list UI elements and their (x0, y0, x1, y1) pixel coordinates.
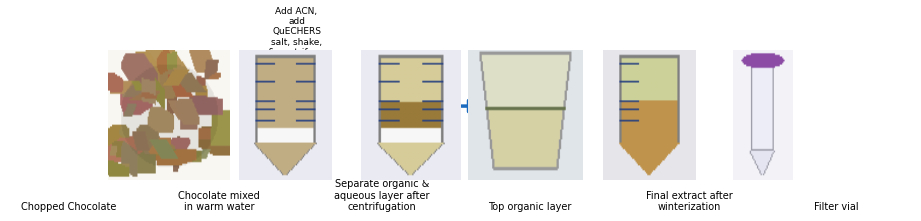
Text: Chocolate mixed
in warm water: Chocolate mixed in warm water (179, 191, 260, 212)
Text: Filter vial: Filter vial (814, 202, 858, 212)
Text: Top organic layer: Top organic layer (488, 202, 571, 212)
Text: Chopped Chocolate: Chopped Chocolate (21, 202, 117, 212)
Text: Final extract after
winterization: Final extract after winterization (646, 191, 732, 212)
Text: Separate organic &
aqueous layer after
centrifugation: Separate organic & aqueous layer after c… (334, 179, 430, 212)
Text: Add ACN,
add
QuECHERS
salt, shake,
& centrifuge: Add ACN, add QuECHERS salt, shake, & cen… (268, 7, 325, 57)
